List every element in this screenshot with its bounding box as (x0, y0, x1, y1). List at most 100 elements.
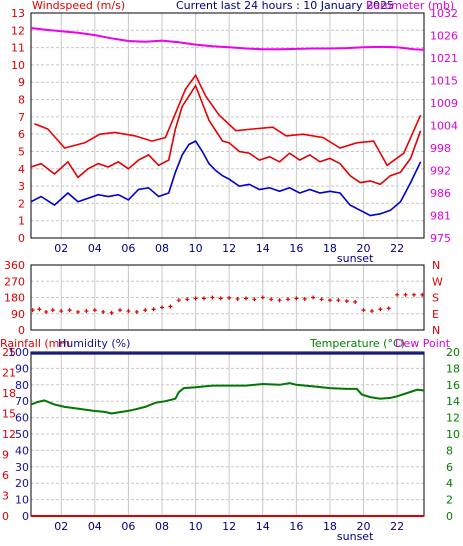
direction-point (285, 297, 290, 302)
temperature-axis-title: Temperature (°C) (309, 337, 405, 350)
direction-point (327, 298, 332, 303)
x-tick-label: 12 (222, 242, 236, 255)
y-tick-label: 180 (4, 292, 25, 305)
temperature-tick-label: 4 (446, 477, 453, 490)
humidity-tick-label: 50 (15, 428, 29, 441)
y2-tick-label: 998 (430, 142, 451, 155)
temperature-humidity-rain-chart: 02 04 06 08 10 12 14 16 18 20 22036912151821250102… (2, 346, 460, 543)
humidity-tick-label: 30 (15, 461, 29, 474)
direction-point (411, 292, 416, 297)
humidity-tick-label: 0 (22, 510, 29, 523)
x-tick-label: 16 (289, 242, 303, 255)
x-tick-label: 14 (256, 242, 270, 255)
x-tick-label: 10 (189, 242, 203, 255)
direction-point (76, 309, 81, 314)
y-tick-label: 1 (18, 215, 25, 228)
humidity-tick-label: 40 (15, 444, 29, 457)
y2-tick-label: 992 (430, 165, 451, 178)
direction-point (243, 296, 248, 301)
y-tick-label: 6 (18, 128, 25, 141)
humidity-tick-label: 10 (15, 494, 29, 507)
sunset-annotation: sunset (337, 252, 374, 265)
humidity-tick-label: 80 (15, 379, 29, 392)
rain-tick-label: 12 (2, 428, 16, 441)
rain-tick-label: 0 (2, 510, 9, 523)
direction-point (311, 295, 316, 300)
x-tick-label: 08 (155, 242, 169, 255)
direction-point (294, 296, 299, 301)
temperature-tick-label: 8 (446, 444, 453, 457)
direction-point (59, 309, 64, 314)
direction-point (252, 297, 257, 302)
direction-point (336, 298, 341, 303)
direction-point (302, 296, 307, 301)
rain-tick-label: 3 (2, 490, 9, 503)
temperature-tick-label: 6 (446, 461, 453, 474)
humidity-tick-label: 90 (15, 362, 29, 375)
temperature-tick-label: 12 (446, 412, 460, 425)
temperature-tick-label: 0 (446, 510, 453, 523)
rainfall-axis-title: Rainfall (mm (0, 337, 70, 350)
temperature-tick-label: 18 (446, 362, 460, 375)
direction-point (160, 305, 164, 310)
rain-tick-label: 15 (2, 408, 16, 421)
x-tick-label: 18 (323, 520, 337, 533)
y-tick-label: 90 (11, 308, 25, 321)
rain-tick-label: 18 (2, 387, 16, 400)
rain-tick-label: 25 (2, 346, 16, 359)
windspeed-axis-title: Windspeed (m/s) (32, 0, 125, 12)
x-tick-label: 12 (222, 520, 236, 533)
direction-point (403, 292, 408, 297)
rain-tick-label: 9 (2, 449, 9, 462)
y-tick-label: 11 (11, 42, 25, 55)
humidity-tick-label: 60 (15, 412, 29, 425)
dewpoint-axis-title: Dew Point (395, 337, 451, 350)
direction-point (37, 307, 42, 312)
rain-tick-label: 6 (2, 469, 9, 482)
direction-point (218, 296, 223, 301)
direction-point (30, 308, 35, 313)
x-tick-label: 08 (155, 520, 169, 533)
humidity-tick-label: 100 (8, 346, 29, 359)
barometer-axis-title: Barometer (mb) (366, 0, 454, 12)
series-line (30, 83, 422, 186)
direction-point (168, 304, 173, 309)
x-tick-label: 06 (121, 520, 135, 533)
plot-frame (30, 12, 425, 239)
direction-point (118, 308, 123, 313)
plot-frame (30, 264, 425, 331)
direction-point (143, 308, 148, 313)
y-tick-label: 0 (18, 232, 25, 245)
direction-point (134, 309, 139, 314)
direction-point (101, 309, 106, 314)
x-tick-label: 02 (54, 242, 68, 255)
y-tick-label: 4 (18, 163, 25, 176)
x-tick-label: 22 (390, 242, 404, 255)
y2-tick-label: 1004 (430, 120, 458, 133)
y2-tick-label: 1032 (430, 7, 458, 20)
y2-tick-label: W (432, 275, 443, 288)
y2-tick-label: 986 (430, 187, 451, 200)
direction-point (260, 295, 265, 300)
x-tick-label: 20 (357, 242, 371, 255)
y-tick-label: 5 (18, 145, 25, 158)
temperature-tick-label: 2 (446, 494, 453, 507)
y-tick-label: 12 (11, 24, 25, 37)
x-tick-label: 20 (357, 520, 371, 533)
y2-tick-label: N (432, 324, 440, 337)
y-tick-label: 9 (18, 76, 25, 89)
wind-barometer-chart: 02 04 06 08 10 12 14 16 18 20 22012345678910111213… (11, 7, 458, 265)
y2-tick-label: 1021 (430, 52, 458, 65)
y-tick-label: 3 (18, 180, 25, 193)
direction-point (235, 296, 240, 301)
temperature-tick-label: 16 (446, 379, 460, 392)
y-tick-label: 7 (18, 111, 25, 124)
series-line (30, 382, 425, 415)
direction-point (201, 296, 206, 301)
direction-point (50, 308, 55, 313)
humidity-tick-label: 70 (15, 395, 29, 408)
temperature-tick-label: 20 (446, 346, 460, 359)
